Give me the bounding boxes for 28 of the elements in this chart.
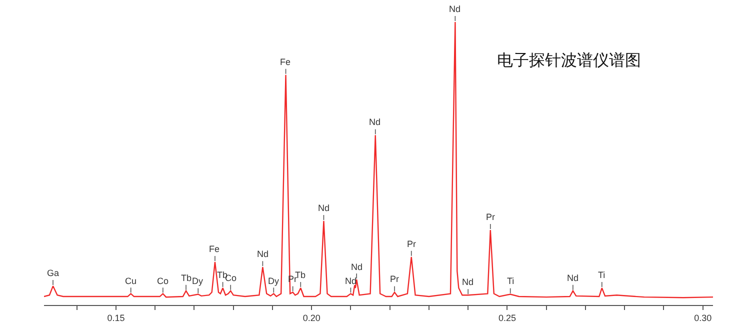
annotation: Pr — [486, 212, 496, 222]
annotation: Ga — [47, 268, 60, 278]
x-tick-label: 0.15 — [107, 312, 125, 323]
annotation: Nd — [369, 117, 381, 127]
annotation: Tb — [181, 273, 192, 283]
annotation: Cu — [125, 276, 137, 286]
annotation: Fe — [280, 57, 291, 67]
text: 电子探针波谱仪谱图 — [497, 50, 642, 70]
annotation: Nd — [462, 277, 474, 287]
annotation: Co — [157, 276, 169, 286]
annotation: Pr — [407, 239, 416, 249]
x-tick-label: 0.30 — [694, 312, 712, 323]
annotation: Fe — [209, 244, 220, 254]
annotation: Nd — [345, 276, 357, 286]
annotation: Nd — [351, 262, 363, 272]
annotation: Pr — [390, 274, 400, 284]
annotation: Nd — [257, 249, 269, 259]
x-tick-label: 0.20 — [302, 312, 320, 323]
x-tick-label: 0.25 — [498, 312, 516, 323]
annotation: Nd — [318, 203, 330, 213]
annotation: Nd — [449, 4, 461, 14]
annotation: Tb — [217, 270, 228, 280]
annotation: Tb — [295, 270, 306, 280]
annotation: Ti — [598, 270, 606, 280]
annotation: Nd — [567, 273, 579, 283]
annotation: Dy — [268, 276, 280, 286]
annotation: Dy — [192, 276, 204, 286]
annotation: Ti — [507, 276, 514, 286]
